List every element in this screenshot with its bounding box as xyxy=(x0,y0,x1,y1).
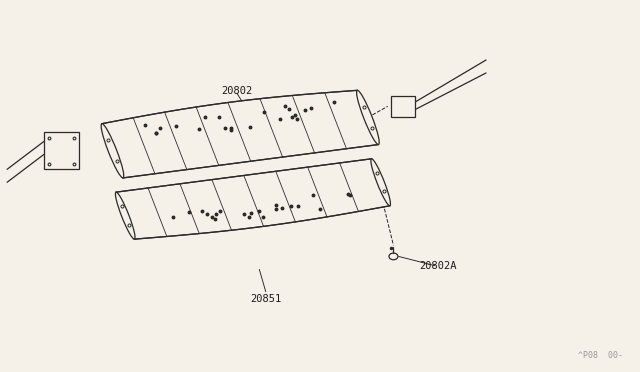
Ellipse shape xyxy=(356,90,380,145)
Text: 20802A: 20802A xyxy=(419,261,457,271)
Polygon shape xyxy=(116,159,390,239)
Polygon shape xyxy=(44,132,79,169)
Text: 20802: 20802 xyxy=(221,87,253,96)
Ellipse shape xyxy=(101,124,124,178)
Polygon shape xyxy=(102,90,378,178)
Text: ^P08  00-: ^P08 00- xyxy=(579,351,623,360)
Polygon shape xyxy=(391,96,415,117)
Ellipse shape xyxy=(115,192,135,239)
Ellipse shape xyxy=(371,159,390,206)
Text: 20851: 20851 xyxy=(250,294,282,304)
